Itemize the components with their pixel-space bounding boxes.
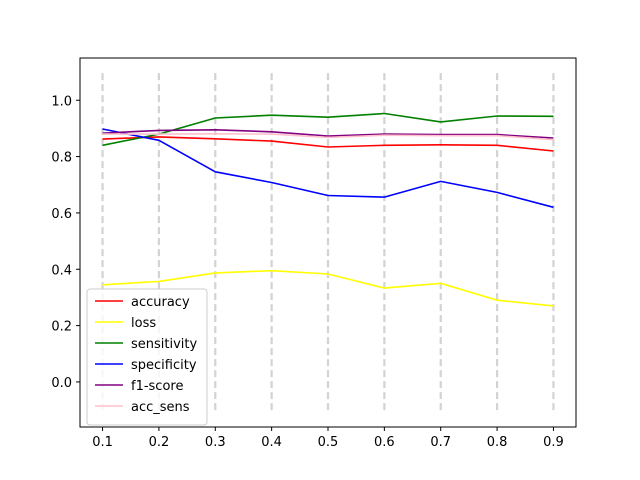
series-line-loss — [102, 269, 554, 307]
x-tick-label: 0.1 — [92, 435, 113, 450]
legend-label-acc_sens: acc_sens — [131, 400, 190, 415]
x-tick-label: 0.3 — [205, 435, 226, 450]
series-line-sensitivity — [102, 112, 554, 147]
x-axis: 0.1 0.2 0.3 0.4 0.5 0.6 0.7 0.8 0.9 — [92, 427, 564, 450]
y-tick-label: 0.0 — [51, 376, 72, 391]
x-tick-label: 0.7 — [430, 435, 451, 450]
legend-label-sensitivity: sensitivity — [131, 337, 198, 352]
legend-label-f1-score: f1-score — [131, 379, 183, 394]
x-tick-label: 0.2 — [149, 435, 170, 450]
y-tick-label: 0.2 — [51, 320, 72, 335]
x-tick-label: 0.9 — [543, 435, 564, 450]
x-tick-label: 0.4 — [261, 435, 282, 450]
series-line-specificity — [102, 128, 554, 209]
y-tick-label: 0.4 — [51, 263, 72, 278]
series-line-acc_sens — [102, 133, 554, 141]
y-tick-label: 1.0 — [51, 94, 72, 109]
x-tick-label: 0.8 — [487, 435, 508, 450]
y-tick-label: 0.8 — [51, 151, 72, 166]
y-axis: 0.0 0.2 0.4 0.6 0.8 1.0 — [51, 94, 80, 391]
x-tick-label: 0.6 — [374, 435, 395, 450]
legend-label-accuracy: accuracy — [131, 295, 190, 310]
legend-box — [86, 288, 208, 426]
legend-label-loss: loss — [131, 316, 156, 331]
series-line-f1-score — [102, 129, 554, 139]
series-lines — [102, 112, 554, 307]
legend-label-specificity: specificity — [131, 358, 197, 373]
x-tick-label: 0.5 — [318, 435, 339, 450]
legend: accuracy loss sensitivity specificity f1-sco… — [86, 288, 208, 426]
series-line-accuracy — [102, 136, 554, 152]
y-tick-label: 0.6 — [51, 207, 72, 222]
